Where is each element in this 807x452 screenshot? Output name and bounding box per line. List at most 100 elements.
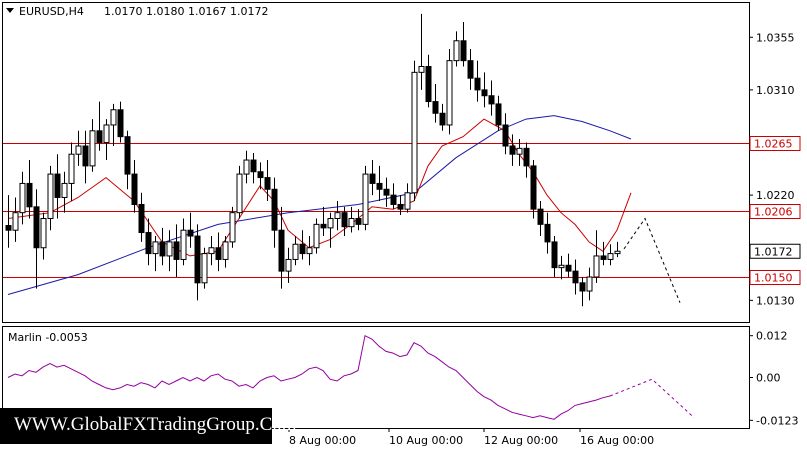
oscillator-series xyxy=(7,334,695,420)
candle xyxy=(565,253,572,277)
candle-body xyxy=(481,89,488,97)
candle xyxy=(152,236,159,272)
candle-body xyxy=(12,212,19,231)
candle xyxy=(537,200,544,237)
candle-body xyxy=(131,173,138,205)
candle xyxy=(572,259,579,295)
current-price-label: 1.0172 xyxy=(754,245,793,258)
candle-body xyxy=(173,241,180,260)
candle xyxy=(488,80,495,116)
candle xyxy=(131,160,138,213)
candle xyxy=(453,31,460,67)
candle-body xyxy=(236,173,243,214)
candle-body xyxy=(201,253,208,284)
candle-body xyxy=(488,95,495,105)
candle-body xyxy=(586,276,593,292)
candle xyxy=(439,103,446,131)
candle-body xyxy=(411,71,418,194)
candle-body xyxy=(264,177,271,190)
candle xyxy=(75,130,82,166)
candle xyxy=(614,241,621,258)
candle xyxy=(460,22,467,67)
candle-body xyxy=(516,147,523,155)
watermark-text: WWW.GlobalFXTradingGroup.Com xyxy=(14,414,297,435)
indicator-tick-label: -0.0123 xyxy=(756,414,798,427)
candle xyxy=(502,113,509,155)
candle xyxy=(341,206,348,237)
candle xyxy=(68,142,75,201)
candle-body xyxy=(544,223,551,243)
candle xyxy=(103,119,110,161)
candle-body xyxy=(152,241,159,255)
dropdown-triangle-icon[interactable] xyxy=(6,8,14,13)
candle-body xyxy=(607,253,614,260)
candle xyxy=(278,206,285,289)
marlin-line xyxy=(7,334,611,420)
candle-body xyxy=(194,235,201,284)
candle xyxy=(271,177,278,248)
candle-body xyxy=(138,203,145,234)
candle xyxy=(334,200,341,231)
candle xyxy=(250,153,257,184)
candle xyxy=(19,171,26,225)
candle xyxy=(558,255,565,280)
level-badge-text-0: 1.0265 xyxy=(754,138,793,151)
candle-body xyxy=(257,171,264,179)
candle xyxy=(355,209,362,231)
candle xyxy=(586,267,593,301)
candle xyxy=(5,195,12,248)
candle xyxy=(173,224,180,277)
candle-body xyxy=(355,218,362,225)
candle xyxy=(96,101,103,151)
candle-body xyxy=(404,192,411,210)
time-axis: 8 Aug 00:00 10 Aug 00:00 12 Aug 00:00 16 Au… xyxy=(288,428,654,447)
candle-body xyxy=(600,255,607,260)
candle xyxy=(145,218,152,266)
price-axis: 1.0355 1.0310 1.0220 1.0130 1.0172 xyxy=(749,31,801,307)
candle-body xyxy=(180,229,187,260)
candle-body xyxy=(446,60,453,126)
candle-body xyxy=(523,147,530,167)
candle xyxy=(166,230,173,272)
candle xyxy=(607,244,614,266)
candle-body xyxy=(89,130,96,167)
level-badge-text-2: 1.0150 xyxy=(754,272,793,285)
candle xyxy=(446,48,453,135)
candle-body xyxy=(54,173,61,198)
candle-body xyxy=(579,282,586,292)
candle xyxy=(124,130,131,190)
candle-body xyxy=(124,136,131,175)
candle xyxy=(306,236,313,266)
candle xyxy=(264,160,271,201)
price-tick-label: 1.0310 xyxy=(756,84,795,97)
candle-body xyxy=(390,194,397,205)
candle-body xyxy=(614,250,621,255)
candle xyxy=(348,206,355,233)
candle-body xyxy=(537,208,544,225)
candle-body xyxy=(208,247,215,255)
ohlc-values: 1.0170 1.0180 1.0167 1.0172 xyxy=(104,5,268,18)
candle-body xyxy=(103,124,110,144)
candle-body xyxy=(453,40,460,62)
candle xyxy=(82,130,89,184)
candle xyxy=(467,48,474,90)
candle xyxy=(544,212,551,254)
candle xyxy=(397,195,404,216)
indicator-tick-label: 0.00 xyxy=(756,372,781,385)
candle xyxy=(509,134,516,166)
candle xyxy=(194,224,201,301)
candle-body xyxy=(145,232,152,255)
candle xyxy=(201,247,208,289)
candle-body xyxy=(530,165,537,210)
candle-body xyxy=(299,243,306,255)
level-badge-2 xyxy=(749,270,801,285)
candle-body xyxy=(369,173,376,184)
candle-body xyxy=(572,270,579,284)
candle-body xyxy=(75,145,82,155)
candle xyxy=(551,236,558,277)
candle xyxy=(523,142,530,178)
candle-body xyxy=(334,212,341,220)
candle xyxy=(579,276,586,307)
candle xyxy=(516,138,523,166)
candle-body xyxy=(222,241,229,260)
